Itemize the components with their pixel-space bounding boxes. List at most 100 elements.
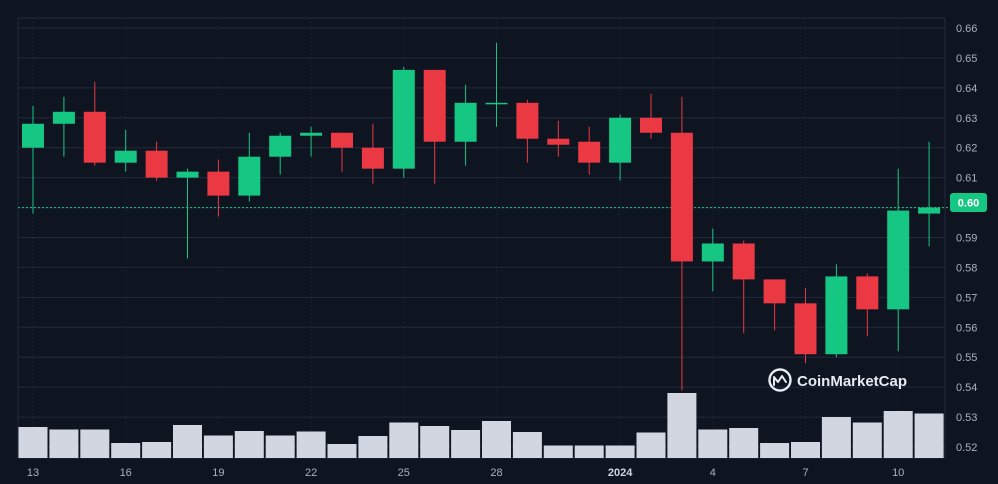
volume-bar: [605, 445, 635, 458]
candle-body: [238, 156, 261, 196]
candle-body: [454, 102, 477, 142]
y-tick-label: 0.62: [956, 143, 977, 155]
y-tick-label: 0.57: [956, 292, 977, 304]
candle: [485, 42, 508, 127]
y-tick-label: 0.58: [956, 262, 977, 274]
candle: [22, 105, 44, 214]
candle: [609, 114, 632, 181]
candle-body: [300, 132, 323, 136]
volume-bar: [636, 432, 666, 458]
y-tick-label: 0.52: [956, 442, 977, 454]
x-tick-label: 16: [120, 467, 132, 479]
candle: [238, 132, 261, 202]
candle: [578, 126, 601, 175]
candle: [547, 120, 570, 157]
candle-body: [887, 210, 910, 310]
x-tick-label: 25: [398, 467, 410, 479]
x-tick-label: 7: [802, 467, 808, 479]
volume-bar: [265, 435, 295, 458]
candle: [516, 99, 539, 163]
candle: [887, 168, 910, 352]
candle-body: [207, 171, 230, 196]
x-tick-label: 4: [710, 467, 716, 479]
volume-bar: [173, 425, 202, 458]
y-tick-label: 0.59: [956, 233, 977, 245]
candle-body: [640, 117, 662, 133]
candle: [763, 279, 786, 331]
candle-body: [423, 69, 446, 142]
candle: [361, 123, 384, 184]
candle: [856, 273, 879, 337]
candle: [331, 132, 353, 172]
volume-bar: [327, 444, 357, 458]
y-tick-label: 0.53: [956, 412, 977, 424]
y-tick-label: 0.54: [956, 382, 977, 394]
candle: [52, 96, 75, 157]
volume-bar: [574, 445, 604, 458]
candle: [423, 69, 446, 184]
candle-body: [794, 303, 817, 355]
x-tick-label: 10: [892, 467, 904, 479]
candle-body: [670, 132, 693, 262]
volume-bar: [667, 393, 697, 458]
volume-bar: [729, 428, 759, 458]
candle-body: [83, 111, 106, 163]
candle-body: [609, 117, 632, 163]
candle-body: [176, 171, 199, 178]
y-tick-label: 0.64: [956, 83, 977, 95]
candle-body: [918, 207, 941, 214]
candle-body: [856, 276, 879, 310]
x-tick-label: 28: [490, 467, 502, 479]
volume-bar: [420, 426, 450, 458]
candle-body: [361, 147, 384, 169]
volume-bar: [852, 422, 882, 458]
volume-bar: [296, 431, 326, 458]
y-tick-label: 0.56: [956, 322, 977, 334]
candle: [83, 81, 106, 166]
volume-bar: [791, 442, 820, 458]
current-price-badge-bg: [950, 193, 987, 212]
candle-body: [392, 69, 415, 169]
volume-bar: [821, 417, 851, 458]
candle: [825, 264, 848, 358]
volume-bar: [234, 431, 264, 458]
volume-bar: [111, 443, 141, 458]
current-price-badge: 0.60: [950, 193, 987, 212]
volume-bar: [142, 442, 172, 458]
candle: [300, 126, 323, 157]
volume-bar: [358, 436, 388, 458]
candle-body: [331, 132, 353, 148]
volume-bar: [482, 421, 511, 458]
candle: [732, 240, 755, 334]
axes: 0.66 0.65 0.64 0.63 0.62 0.61 0.60 0.59 0.58 0.57…: [27, 23, 978, 479]
candles: [18, 42, 949, 391]
candle: [207, 159, 230, 217]
volume-bar: [543, 445, 573, 458]
volume-bar: [451, 430, 481, 458]
candle-body: [578, 141, 601, 163]
coinmarketcap-logo-icon: [768, 368, 792, 392]
volume-bar: [760, 443, 790, 458]
volume-bar: [914, 413, 944, 458]
y-tick-label: 0.66: [956, 23, 977, 35]
volume-bar: [80, 429, 110, 458]
candle: [640, 93, 662, 139]
candle-body: [701, 243, 724, 262]
volume-bar: [18, 427, 48, 458]
candle-body: [516, 102, 539, 139]
candle: [392, 66, 415, 178]
volume-bar: [512, 432, 542, 458]
volume-bar: [49, 429, 79, 458]
x-tick-label: 13: [27, 467, 39, 479]
candle-body: [52, 111, 75, 124]
current-price-label: 0.60: [958, 198, 979, 210]
candle: [176, 168, 199, 259]
candle: [794, 288, 817, 364]
x-tick-label: 19: [212, 467, 224, 479]
candle: [918, 141, 941, 247]
x-tick-label: 2024: [608, 467, 633, 479]
volume-bar: [203, 435, 233, 458]
y-tick-label: 0.61: [956, 173, 977, 185]
candle: [269, 132, 292, 175]
